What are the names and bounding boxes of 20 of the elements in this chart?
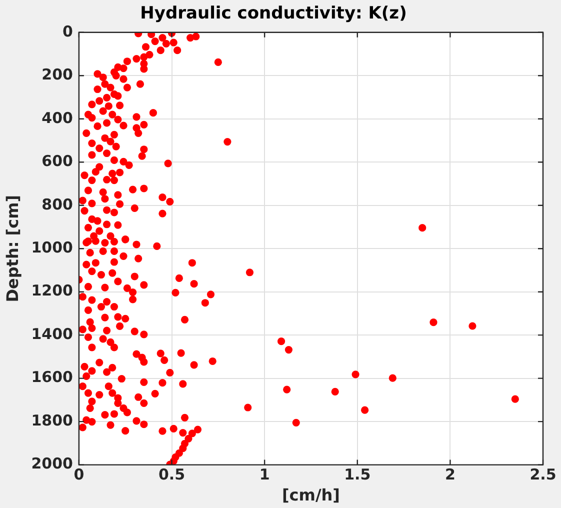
y-tick-label: 1800 (31, 411, 73, 430)
x-tick-label: 2.5 (530, 466, 556, 484)
y-tick-label: 200 (42, 66, 73, 84)
y-tick-label: 0 (62, 22, 73, 40)
x-tick-label: 1.5 (344, 466, 371, 484)
x-tick-label: 0 (74, 466, 84, 484)
y-axis-title: Depth: [cm] (2, 194, 22, 302)
y-tick-label: 1000 (31, 238, 73, 256)
y-tick-label: 800 (42, 195, 73, 214)
x-tick-label: 1 (259, 466, 270, 484)
y-tick-label: 1400 (31, 324, 73, 343)
y-tick-label: 600 (42, 152, 73, 170)
chart-title: Hydraulic conductivity: K(z) (140, 4, 407, 24)
y-tick-label: 1600 (31, 368, 73, 386)
x-tick-label: 0.5 (158, 466, 186, 484)
y-tick-label: 1200 (31, 282, 73, 300)
x-tick-label: 2 (444, 466, 456, 484)
x-axis-title: [cm/h] (282, 486, 340, 505)
y-tick-label: 2000 (31, 454, 73, 473)
y-tick-label: 400 (42, 108, 73, 127)
